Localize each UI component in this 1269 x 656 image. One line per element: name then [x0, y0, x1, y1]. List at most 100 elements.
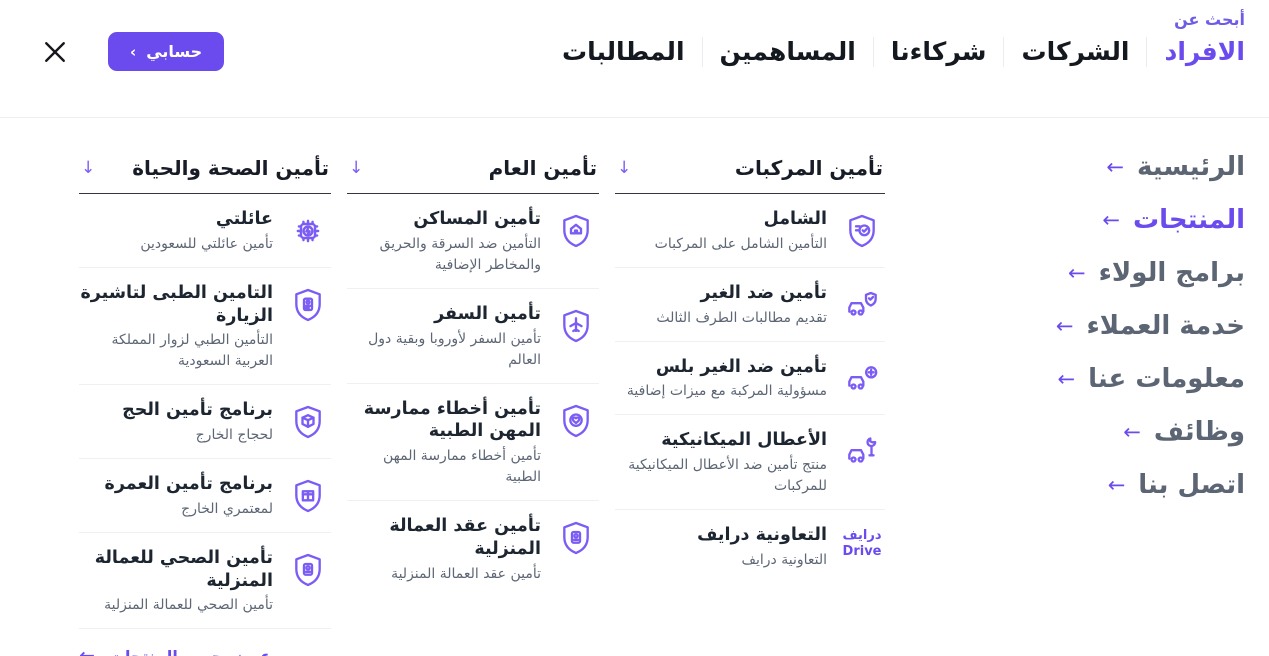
menu-item-umrah-program[interactable]: برنامج تأمين العمرة لمعتمري الخارج — [79, 459, 331, 533]
drive-logo: درايف Drive — [839, 524, 885, 561]
menu-item-title: تأمين الصحي للعمالة المنزلية — [94, 547, 273, 591]
menu-item-subtitle: منتج تأمين ضد الأعطال الميكانيكية للمركب… — [628, 457, 827, 494]
close-menu-button[interactable] — [40, 37, 70, 67]
shield-kaaba-icon — [285, 399, 331, 443]
chevron-icon: › — [130, 42, 137, 61]
header-actions: حسابي › — [40, 32, 225, 71]
shield-heart-icon — [553, 398, 599, 442]
chevron-down-icon[interactable]: ↓ — [617, 158, 632, 178]
my-account-label: حسابي — [146, 42, 203, 61]
column-vehicle-insurance: تأمين المركبات ↓ الشامل التأمين الشامل ع… — [615, 152, 885, 656]
audience-tabs: الافراد الشركات شركاءنا المساهمين المطال… — [545, 33, 1245, 70]
car-shield-icon — [839, 282, 885, 324]
view-all-products-label: عرض جميع المنتجات — [109, 647, 271, 656]
sidebar-nav: الرئيسية ← المنتجات ← برامج الولاء ← خدم… — [1025, 152, 1245, 656]
menu-item-title: تأمين المساكن — [413, 209, 541, 229]
menu-item-my-family[interactable]: عائلتي تأمين عائلتي للسعودين — [79, 194, 331, 268]
drive-logo-english: Drive — [842, 544, 882, 560]
tab-companies[interactable]: الشركات — [1021, 37, 1130, 66]
menu-item-home-insurance[interactable]: تأمين المساكن التأمين ضد السرقة والحريق … — [347, 194, 599, 289]
chip-icon — [285, 208, 331, 252]
menu-item-third-party[interactable]: تأمين ضد الغير تقديم مطالبات الطرف الثال… — [615, 268, 885, 342]
menu-item-title: تأمين عقد العمالة المنزلية — [389, 516, 541, 559]
tab-individuals[interactable]: الافراد — [1164, 37, 1245, 66]
menu-item-subtitle: تأمين الصحي للعمالة المنزلية — [104, 597, 273, 614]
sidebar-item-label: معلومات عنا — [1088, 364, 1245, 394]
shield-id-icon — [285, 547, 331, 591]
my-account-button[interactable]: حسابي › — [108, 32, 225, 71]
menu-item-mechanical-breakdown[interactable]: الأعطال الميكانيكية منتج تأمين ضد الأعطا… — [615, 415, 885, 510]
menu-item-travel-insurance[interactable]: تأمين السفر تأمين السفر لأوروبا وبقية دو… — [347, 289, 599, 384]
menu-item-subtitle: التأمين ضد السرقة والحريق والمخاطر الإضا… — [379, 235, 541, 273]
column-general-insurance: تأمين العام ↓ تأمين المساكن التأمين ضد ا… — [347, 152, 599, 656]
sidebar-item-label: وظائف — [1153, 417, 1245, 447]
menu-item-third-party-plus[interactable]: تأمين ضد الغير بلس مسؤولية المركبة مع مي… — [615, 342, 885, 416]
menu-item-subtitle: تأمين أخطاء ممارسة المهن الطبية — [383, 448, 541, 485]
menu-item-subtitle: تأمين عقد العمالة المنزلية — [391, 565, 541, 582]
shield-plane-icon — [553, 303, 599, 347]
menu-item-medical-malpractice[interactable]: تأمين أخطاء ممارسة المهن الطبية تأمين أخ… — [347, 384, 599, 501]
shield-check-icon — [839, 208, 885, 252]
sidebar-item-contact-us[interactable]: اتصل بنا ← — [1108, 470, 1245, 500]
view-all-products-link[interactable]: عرض جميع المنتجات ← — [79, 645, 331, 656]
arrow-left-icon: ← — [1102, 208, 1121, 232]
menu-item-subtitle: لحجاج الخارج — [195, 427, 273, 443]
column-header: تأمين العام ↓ — [347, 152, 599, 194]
car-wrench-icon — [839, 429, 885, 471]
menu-item-domestic-workers-health[interactable]: تأمين الصحي للعمالة المنزلية تأمين الصحي… — [79, 533, 331, 630]
menu-item-title: عائلتي — [215, 209, 273, 229]
arrow-left-icon: ← — [1123, 420, 1141, 444]
menu-item-domestic-labor-contract[interactable]: تأمين عقد العمالة المنزلية تأمين عقد الع… — [347, 501, 599, 597]
column-header: تأمين الصحة والحياة ↓ — [79, 152, 331, 194]
arrow-left-icon: ← — [1055, 314, 1074, 338]
menu-item-tawuniya-drive[interactable]: درايف Drive التعاونية درايف التعاونية در… — [615, 510, 885, 583]
search-for-label: أبحث عن — [1174, 10, 1245, 29]
sidebar-item-label: برامج الولاء — [1098, 258, 1245, 288]
sidebar-item-about-us[interactable]: معلومات عنا ← — [1058, 364, 1245, 394]
sidebar-item-products[interactable]: المنتجات ← — [1102, 205, 1245, 235]
menu-item-subtitle: التأمين الشامل على المركبات — [654, 235, 827, 252]
sidebar-item-label: المنتجات — [1133, 205, 1245, 235]
arrow-left-icon: ← — [79, 645, 95, 656]
menu-item-title: تأمين ضد الغير — [700, 282, 827, 303]
tab-divider — [872, 36, 874, 67]
menu-item-title: التعاونية درايف — [697, 525, 827, 545]
header: أبحث عن الافراد الشركات شركاءنا المساهمي… — [0, 0, 1269, 118]
sidebar-item-label: الرئيسية — [1136, 152, 1245, 182]
tab-divider — [1003, 36, 1005, 67]
menu-item-title: برنامج تأمين الحج — [122, 400, 273, 421]
menu-item-visit-visa-medical[interactable]: التامين الطبى لتاشيرة الزيارة التأمين ال… — [79, 268, 331, 386]
menu-item-comprehensive[interactable]: الشامل التأمين الشامل على المركبات — [615, 194, 885, 268]
sidebar-item-loyalty-programs[interactable]: برامج الولاء ← — [1068, 258, 1245, 288]
menu-item-title: الأعطال الميكانيكية — [661, 430, 827, 451]
menu-item-title: تأمين السفر — [434, 303, 541, 324]
menu-item-subtitle: التعاونية درايف — [741, 551, 827, 568]
sidebar-item-careers[interactable]: وظائف ← — [1123, 417, 1245, 447]
menu-item-subtitle: تأمين عائلتي للسعودين — [140, 235, 273, 252]
close-icon — [45, 41, 65, 62]
menu-item-subtitle: تقديم مطالبات الطرف الثالث — [656, 309, 827, 326]
arrow-left-icon: ← — [1106, 155, 1124, 179]
arrow-left-icon: ← — [1057, 367, 1076, 391]
menu-item-title: تأمين أخطاء ممارسة المهن الطبية — [363, 398, 541, 442]
tab-partners[interactable]: شركاءنا — [890, 37, 987, 66]
chevron-down-icon[interactable]: ↓ — [349, 158, 364, 178]
sidebar-item-home[interactable]: الرئيسية ← — [1106, 152, 1245, 182]
tab-shareholders[interactable]: المساهمين — [719, 37, 856, 66]
shield-home-icon — [553, 208, 599, 252]
arrow-left-icon: ← — [1068, 261, 1086, 285]
header-tabs-area: أبحث عن الافراد الشركات شركاءنا المساهمي… — [545, 10, 1245, 70]
column-title: تأمين المركبات — [734, 156, 883, 180]
menu-item-hajj-program[interactable]: برنامج تأمين الحج لحجاج الخارج — [79, 385, 331, 459]
sidebar-item-customer-service[interactable]: خدمة العملاء ← — [1056, 311, 1245, 341]
shield-document-icon — [285, 282, 331, 326]
products-columns: تأمين المركبات ↓ الشامل التأمين الشامل ع… — [40, 152, 885, 656]
chevron-down-icon[interactable]: ↓ — [81, 158, 96, 178]
arrow-left-icon: ← — [1107, 473, 1126, 497]
menu-item-subtitle: مسؤولية المركبة مع ميزات إضافية — [626, 383, 827, 400]
menu-item-subtitle: التأمين الطبي لزوار المملكة العربية السع… — [111, 332, 273, 370]
menu-item-title: تأمين ضد الغير بلس — [655, 356, 827, 377]
menu-item-title: التامين الطبى لتاشيرة الزيارة — [80, 282, 273, 326]
tab-claims[interactable]: المطالبات — [561, 37, 685, 66]
